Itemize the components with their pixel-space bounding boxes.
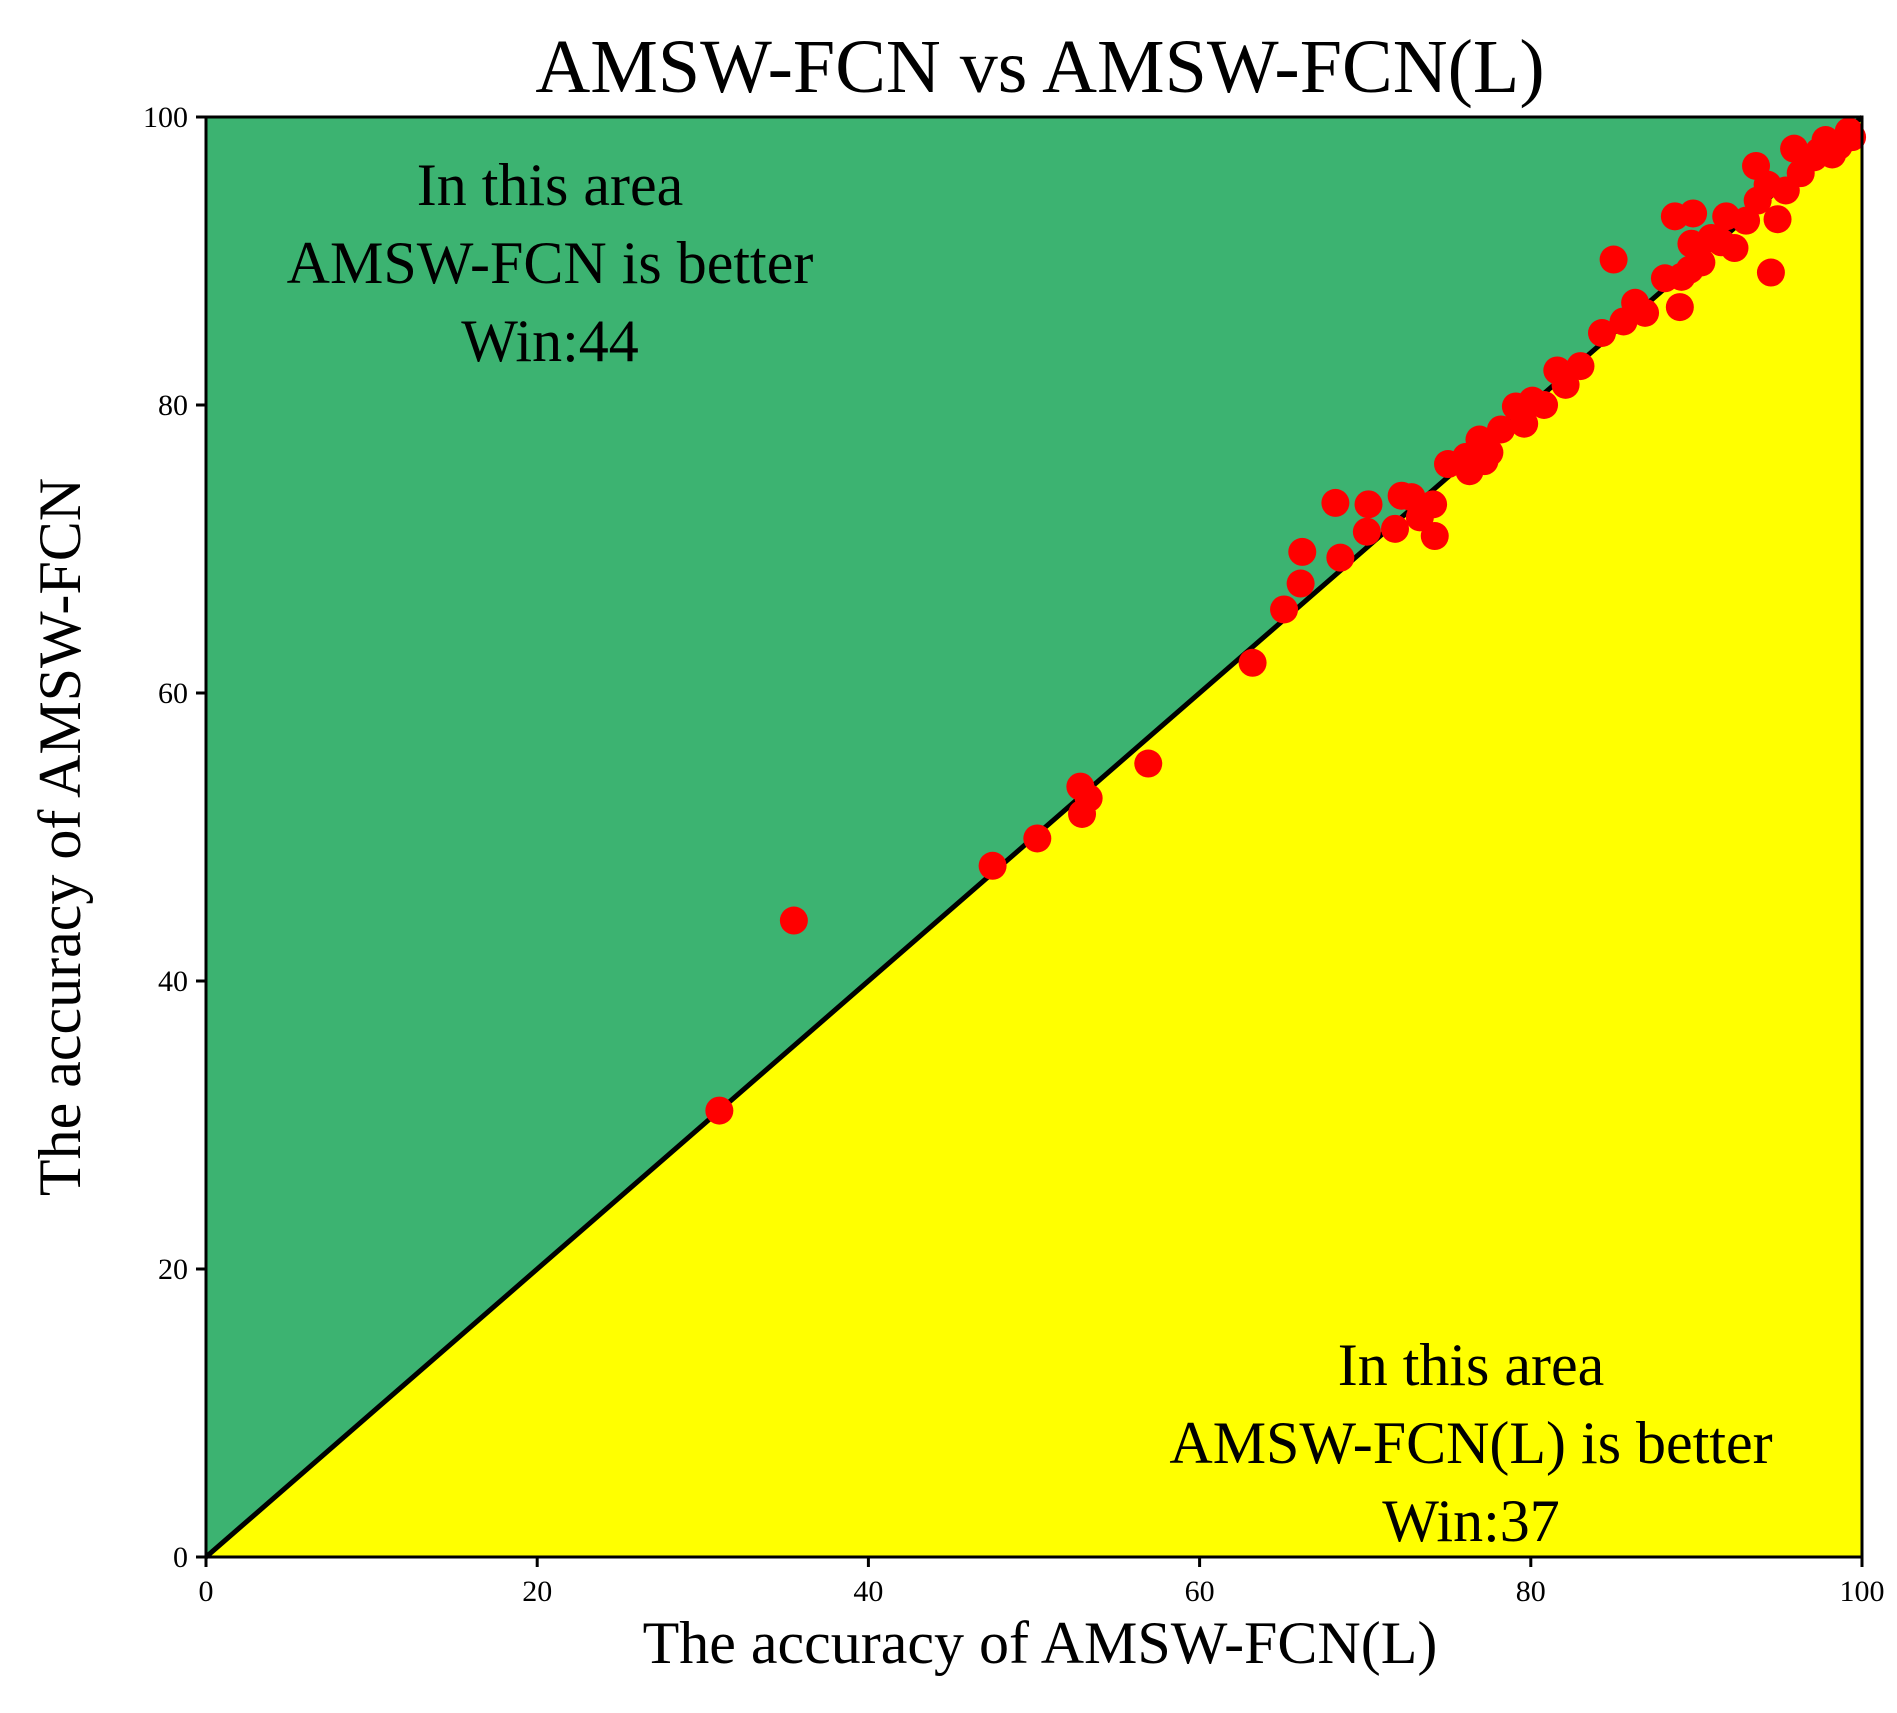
data-point bbox=[1238, 648, 1267, 677]
data-point bbox=[1074, 784, 1103, 813]
data-point bbox=[1023, 824, 1052, 853]
data-point bbox=[705, 1096, 734, 1125]
data-point bbox=[1566, 352, 1595, 381]
data-point bbox=[779, 906, 808, 935]
lower-region-annotation-line-2: AMSW-FCN(L) is better bbox=[1169, 1410, 1772, 1476]
y-tick-label: 100 bbox=[143, 101, 188, 134]
lower-region-annotation-line-1: In this area bbox=[1338, 1332, 1605, 1398]
upper-region-win-count: Win:44 bbox=[461, 308, 639, 374]
data-point bbox=[1679, 199, 1708, 228]
data-point bbox=[1288, 537, 1317, 566]
x-tick-label: 20 bbox=[522, 1575, 552, 1608]
x-tick-label: 60 bbox=[1185, 1575, 1215, 1608]
chart-title: AMSW-FCN vs AMSW-FCN(L) bbox=[535, 25, 1544, 109]
data-point bbox=[1475, 438, 1504, 467]
data-point bbox=[1599, 245, 1628, 274]
data-point bbox=[1352, 517, 1381, 546]
upper-region-annotation-line-1: In this area bbox=[417, 152, 684, 218]
data-point bbox=[1631, 298, 1660, 327]
data-point bbox=[1381, 514, 1410, 543]
x-tick-label: 80 bbox=[1516, 1575, 1546, 1608]
data-point bbox=[1838, 123, 1867, 152]
data-point bbox=[1486, 415, 1515, 444]
data-point bbox=[1687, 248, 1716, 277]
x-axis-label: The accuracy of AMSW-FCN(L) bbox=[643, 1610, 1438, 1676]
y-tick-label: 80 bbox=[158, 389, 188, 422]
upper-region-annotation-line-2: AMSW-FCN is better bbox=[287, 230, 814, 296]
data-point bbox=[1354, 490, 1383, 519]
data-point bbox=[1134, 749, 1163, 778]
data-point bbox=[1756, 258, 1785, 287]
data-point bbox=[1551, 370, 1580, 399]
data-point bbox=[1321, 488, 1350, 517]
data-point bbox=[1420, 522, 1449, 551]
data-point bbox=[1270, 595, 1299, 624]
data-point bbox=[1286, 569, 1315, 598]
y-tick-label: 40 bbox=[158, 965, 188, 998]
points-layer bbox=[705, 117, 1867, 1125]
x-tick-label: 100 bbox=[1840, 1575, 1885, 1608]
ticks-layer: 0 20 40 60 80 100 0 20 40 60 80 100 bbox=[143, 101, 1885, 1608]
data-point bbox=[1720, 234, 1749, 263]
data-point bbox=[1763, 205, 1792, 234]
data-point bbox=[1326, 543, 1355, 572]
data-point bbox=[1588, 319, 1617, 347]
y-axis-label: The accuracy of AMSW-FCN bbox=[27, 478, 93, 1196]
data-point bbox=[978, 851, 1007, 880]
data-point bbox=[1510, 409, 1539, 438]
y-tick-label: 0 bbox=[173, 1541, 188, 1574]
plot-frame bbox=[204, 115, 1864, 1559]
data-point bbox=[1665, 293, 1694, 322]
x-tick-label: 40 bbox=[853, 1575, 883, 1608]
y-tick-label: 60 bbox=[158, 677, 188, 710]
lower-region-win-count: Win:37 bbox=[1382, 1488, 1560, 1554]
y-tick-label: 20 bbox=[158, 1253, 188, 1286]
x-tick-label: 0 bbox=[199, 1575, 214, 1608]
data-point bbox=[1419, 490, 1448, 519]
data-point bbox=[1530, 391, 1559, 419]
